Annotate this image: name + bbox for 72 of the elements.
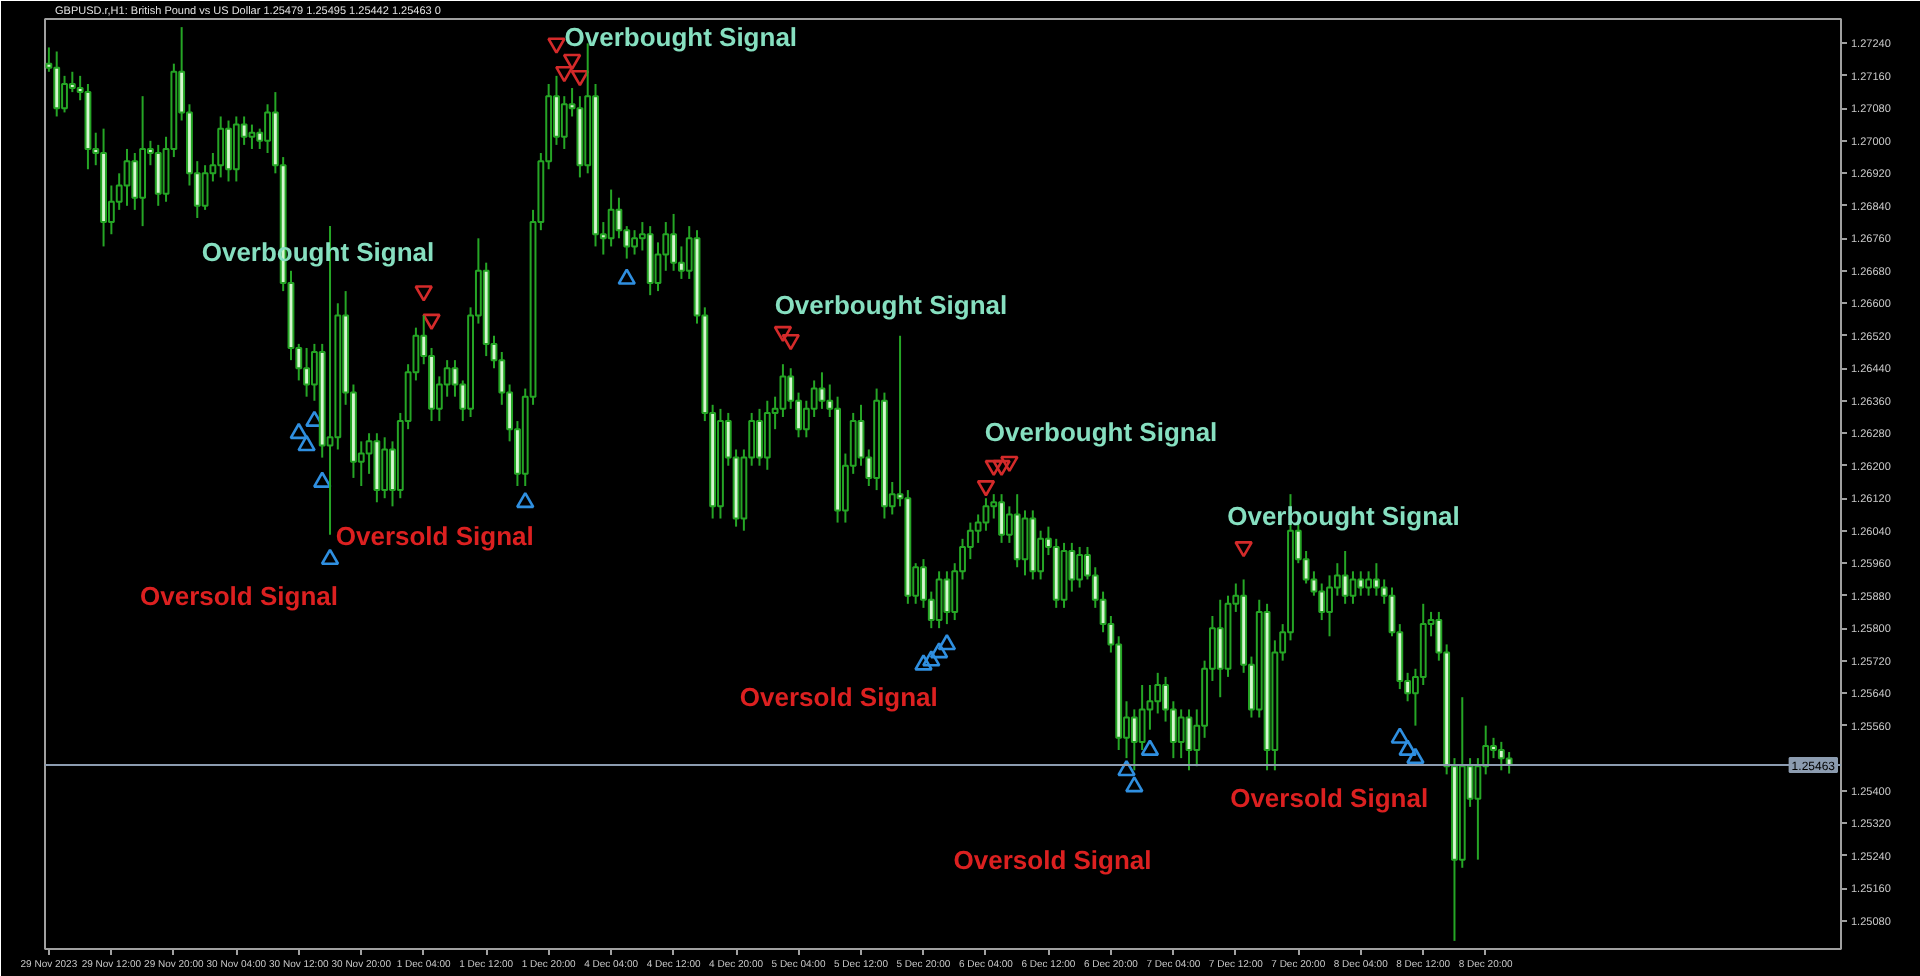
point (515, 491, 535, 509)
candlestick (53, 50, 61, 118)
annotation: Oversold Signal (953, 844, 1152, 875)
candlestick (943, 570, 951, 626)
candlestick (232, 115, 240, 183)
candlestick (631, 229, 638, 256)
point (570, 69, 590, 87)
point (562, 53, 582, 71)
point (984, 459, 1004, 477)
candlestick (935, 570, 943, 630)
candlestick (1357, 570, 1365, 597)
candlestick (779, 363, 787, 418)
candlestick (123, 147, 131, 207)
candlestick (225, 119, 232, 183)
point (773, 325, 793, 343)
candlestick (1365, 570, 1372, 597)
candlestick (61, 74, 68, 114)
point (1406, 747, 1425, 765)
point (297, 434, 316, 452)
candlestick (1076, 545, 1084, 589)
candlestick (1130, 708, 1138, 772)
point (312, 471, 332, 488)
point (1390, 727, 1410, 744)
candlestick (1138, 684, 1146, 751)
candlestick (998, 493, 1005, 544)
candlestick (763, 399, 771, 471)
candlestick (1068, 541, 1076, 593)
candlestick (607, 188, 615, 248)
point (1117, 759, 1136, 777)
point (937, 633, 957, 651)
candlestick (1372, 562, 1380, 597)
point (1140, 739, 1160, 756)
candlestick (303, 346, 311, 398)
candlestick (1013, 493, 1021, 569)
annotation: Oversold Signal (335, 521, 534, 552)
candlestick (154, 143, 162, 207)
candlestick (1177, 708, 1185, 760)
point (1000, 455, 1019, 473)
point (547, 37, 566, 54)
point (921, 650, 941, 667)
candlestick (560, 95, 568, 150)
annotation: Overbought Signal (774, 290, 1008, 321)
point (976, 480, 996, 497)
annotation: Oversold Signal (140, 580, 338, 611)
point (929, 642, 949, 659)
candlestick (131, 152, 139, 211)
point (414, 285, 434, 302)
candlestick (982, 497, 990, 532)
candlestick (1497, 740, 1505, 772)
candlestick (670, 212, 678, 272)
point (914, 654, 933, 671)
point (1125, 776, 1144, 793)
annotation: Oversold Signal (1230, 783, 1429, 814)
point (992, 459, 1011, 477)
candlestick (248, 123, 256, 150)
candlestick (1216, 598, 1224, 699)
annotation: Overbought Signal (564, 21, 798, 52)
point (1398, 739, 1417, 756)
point (781, 333, 801, 351)
candlestick (217, 115, 225, 179)
annotation: Oversold Signal (739, 681, 938, 712)
point (422, 313, 441, 331)
candlestick (756, 407, 763, 467)
candlestick (1341, 550, 1349, 605)
annotation: Overbought Signal (984, 416, 1218, 447)
candlestick (201, 164, 209, 211)
point (289, 422, 309, 440)
candlestick (1349, 570, 1357, 605)
point (320, 548, 340, 566)
candlestick (818, 371, 826, 410)
point (554, 65, 574, 83)
candlestick (381, 436, 389, 500)
